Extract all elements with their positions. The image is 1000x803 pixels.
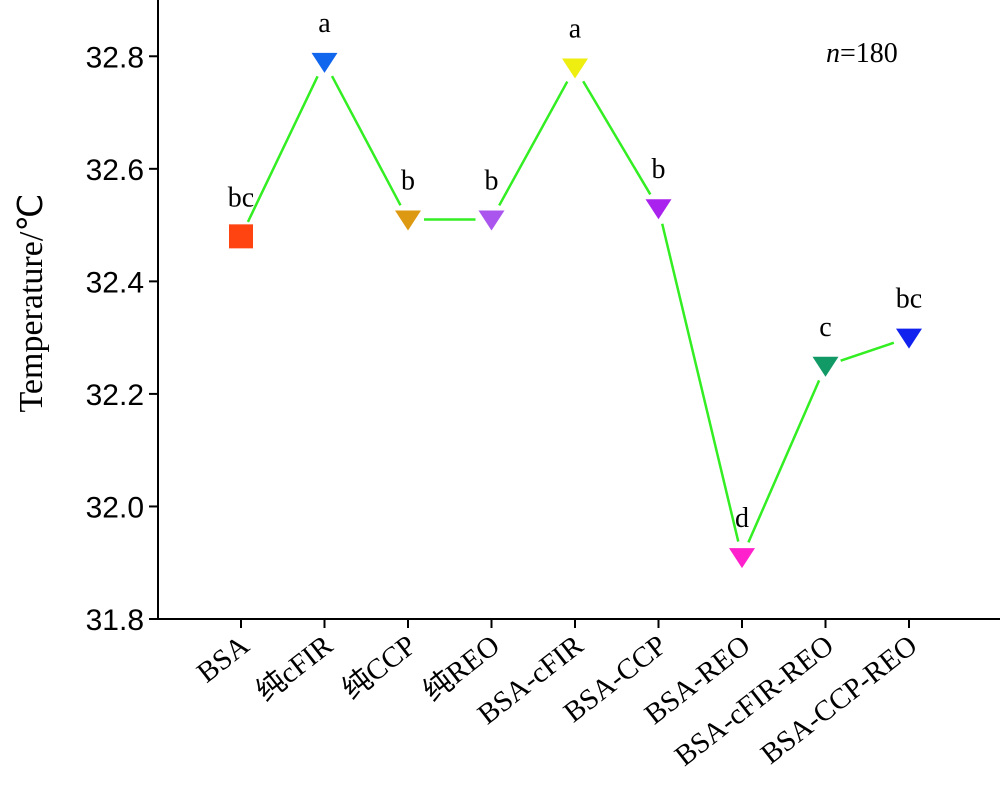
data-point-triangle <box>562 58 588 79</box>
y-tick-label: 32.0 <box>86 491 144 524</box>
category-labels: BSA纯cFIR纯CCP纯REOBSA-cFIRBSA-CCPBSA-REOBS… <box>191 628 923 772</box>
x-category-label: 纯CCP <box>336 629 422 707</box>
series-line-segment <box>330 75 402 206</box>
series-line-segment <box>747 379 821 543</box>
data-point-square <box>229 224 253 249</box>
x-category-label: BSA <box>191 629 255 689</box>
significance-label: b <box>401 165 415 196</box>
series-markers <box>229 52 922 569</box>
data-point-triangle <box>812 356 839 377</box>
y-tick-label: 32.8 <box>86 41 144 74</box>
y-axis-label: Temperature/℃ <box>13 194 50 413</box>
sample-size-n: n <box>826 38 840 69</box>
y-tick-label: 32.6 <box>86 154 144 187</box>
data-point-triangle <box>896 328 922 349</box>
y-tick-label: 31.8 <box>86 604 144 637</box>
data-point-triangle <box>729 548 755 569</box>
ticks: 31.8 32.0 32.2 32.4 32.6 32.8 <box>86 41 910 637</box>
significance-label: a <box>569 14 582 45</box>
series-lines <box>246 75 895 543</box>
significance-label: d <box>735 503 749 534</box>
y-tick-label: 32.4 <box>86 266 144 299</box>
y-tick-label: 32.2 <box>86 379 144 412</box>
series-line-segment <box>840 341 895 362</box>
significance-label: c <box>819 312 831 343</box>
series-line-segment <box>246 75 319 223</box>
data-point-triangle <box>311 52 338 73</box>
series-line-segment <box>661 223 740 542</box>
significance-label: b <box>485 165 499 196</box>
x-category-label: 纯cFIR <box>250 628 339 708</box>
significance-label: a <box>318 8 331 39</box>
series-line-segment <box>582 80 652 196</box>
significance-label: bc <box>228 182 254 213</box>
significance-label: bc <box>896 284 922 315</box>
sample-size-value: =180 <box>840 38 898 69</box>
significance-label: b <box>652 154 666 185</box>
data-point-triangle <box>645 199 672 220</box>
series-line-segment <box>498 80 569 207</box>
significance-labels: bc a b b a b d c bc <box>228 8 922 534</box>
data-point-triangle <box>478 210 505 231</box>
axes <box>157 0 1000 620</box>
data-point-triangle <box>395 210 421 231</box>
sample-size-annotation: n=180 <box>826 38 898 69</box>
